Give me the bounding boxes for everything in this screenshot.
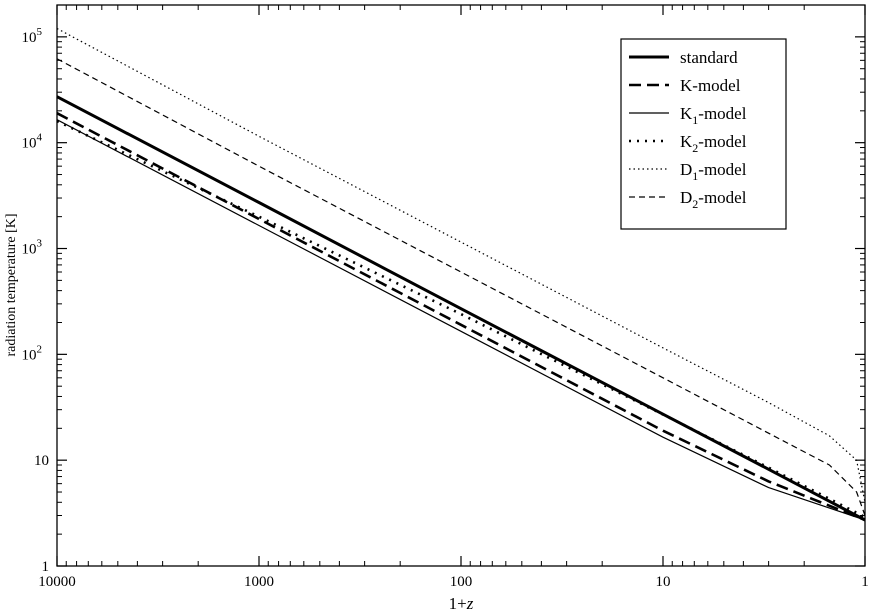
y-tick-label: 1: [42, 559, 50, 575]
x-tick-label: 10: [656, 574, 671, 590]
y-tick-label: 104: [22, 132, 43, 152]
x-tick-label: 100: [450, 574, 473, 590]
x-axis-label: 1+z: [449, 594, 474, 613]
legend: standard K-model K1-model K2-model D1-model D…: [620, 38, 787, 230]
series-line-k-model: [56, 112, 866, 522]
y-tick-label: 102: [22, 343, 43, 363]
y-tick-label: 105: [22, 26, 43, 46]
x-tick-label: 1000: [244, 574, 274, 590]
legend-label-k-model: K-model: [680, 76, 741, 95]
ticks-layer: 10000 1000 100 10 1 1 10 102 103 104 105: [22, 4, 869, 590]
x-tick-label: 1: [861, 574, 869, 590]
series-layer: [56, 27, 866, 522]
series-line-k1-model: [56, 119, 866, 521]
legend-label-k1-model: K1-model: [680, 104, 747, 127]
x-tick-label: 10000: [38, 574, 76, 590]
legend-box: [620, 38, 787, 230]
series-line-k2-model: [56, 119, 866, 519]
series-line-standard: [56, 95, 866, 522]
series-line-d2-model: [56, 58, 866, 516]
y-tick-label: 103: [22, 238, 43, 258]
y-tick-label: 10: [34, 453, 49, 469]
legend-label-k2-model: K2-model: [680, 132, 747, 155]
y-axis-label: radiation temperature [K]: [4, 213, 19, 356]
legend-label-d2-model: D2-model: [680, 188, 747, 211]
legend-label-standard: standard: [680, 48, 738, 67]
legend-label-d1-model: D1-model: [680, 160, 747, 183]
series-line-d1-model: [56, 27, 866, 503]
